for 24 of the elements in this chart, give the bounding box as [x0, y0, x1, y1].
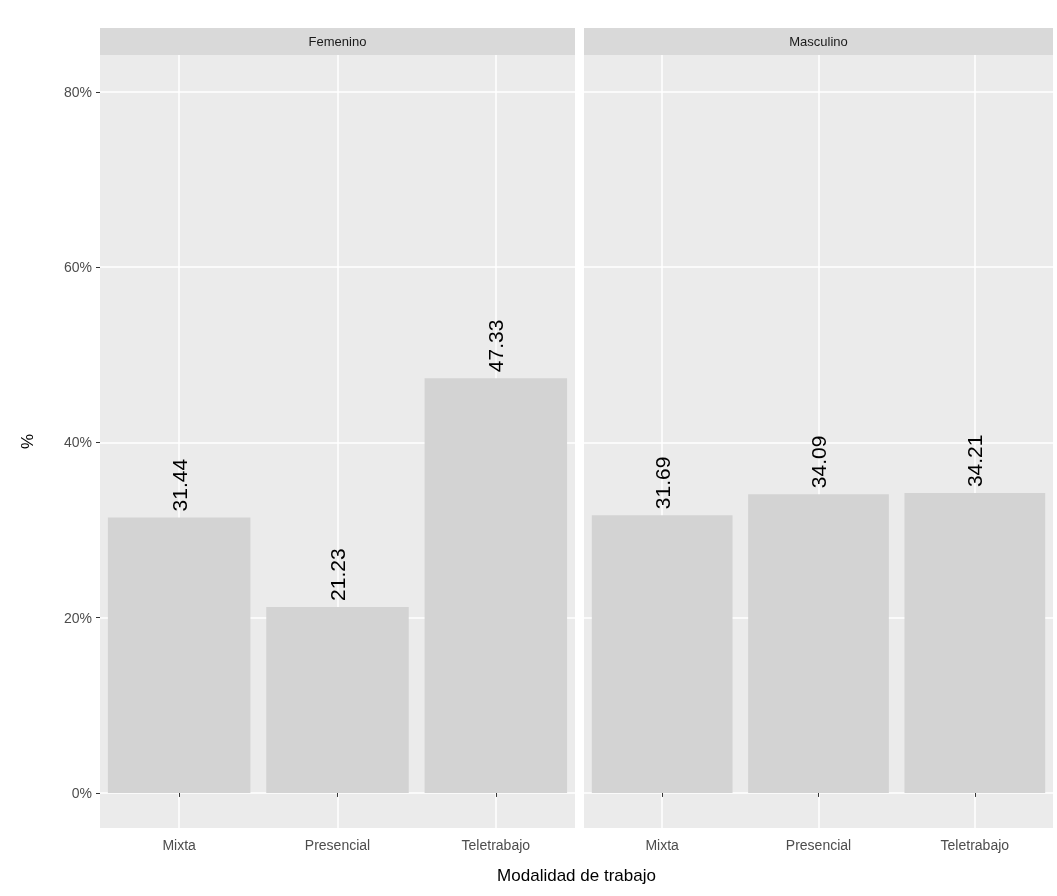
- y-tick-label: 80%: [63, 83, 92, 100]
- bar: [266, 606, 409, 793]
- y-tick-label: 40%: [63, 434, 92, 451]
- y-tick-label: 20%: [63, 609, 92, 626]
- chart-title: Femenino: [100, 28, 575, 55]
- data-label: 34.21: [963, 434, 987, 488]
- x-tick-label: Mixta: [645, 837, 680, 853]
- x-tick-label: Presencial: [785, 837, 852, 853]
- y-tick-label: 60%: [63, 259, 92, 276]
- y-axis-title: %: [18, 433, 37, 450]
- data-label: 34.09: [807, 435, 830, 489]
- x-tick-label: Mixta: [162, 837, 197, 853]
- x-tick-label: Presencial: [304, 837, 371, 853]
- x-tick-label: Teletrabajo: [461, 837, 531, 853]
- data-label: 31.69: [650, 456, 674, 510]
- data-label: 31.44: [167, 458, 191, 512]
- x-axis-title: Modalidad de trabajo: [496, 866, 657, 886]
- bar: [107, 517, 251, 793]
- data-label: 21.23: [326, 548, 349, 601]
- x-tick-label: Teletrabajo: [940, 837, 1010, 853]
- bar: [424, 378, 568, 793]
- y-tick-label: 0%: [71, 784, 92, 801]
- data-label: 47.33: [484, 319, 508, 373]
- chart-title: Masculino: [584, 28, 1053, 55]
